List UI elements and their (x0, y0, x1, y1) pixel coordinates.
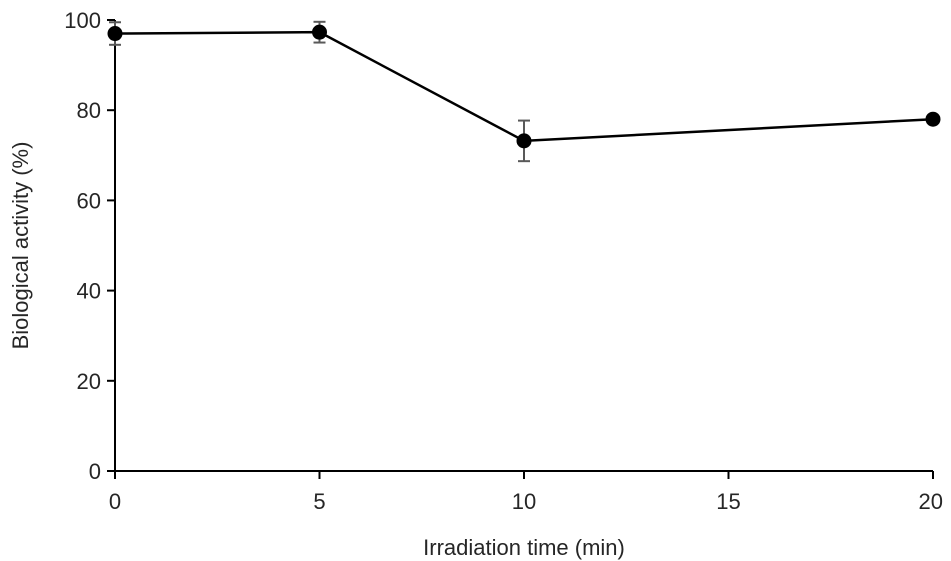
data-point (107, 26, 123, 42)
x-ticks: 0 5 10 15 20 (109, 471, 943, 514)
y-tick-label: 0 (89, 459, 101, 484)
series-line (114, 30, 934, 143)
y-ticks: 0 20 40 60 80 100 (64, 8, 115, 484)
y-tick-label: 60 (77, 188, 101, 213)
axes (114, 20, 933, 472)
x-tick-label: 5 (313, 489, 325, 514)
x-tick-label: 10 (512, 489, 536, 514)
x-tick-label: 15 (716, 489, 740, 514)
y-axis-title: Biological activity (%) (8, 142, 33, 350)
data-series (107, 20, 941, 163)
y-tick-label: 80 (77, 98, 101, 123)
y-tick-label: 20 (77, 369, 101, 394)
x-axis-title: Irradiation time (min) (423, 535, 625, 560)
data-point (312, 24, 327, 40)
y-tick-label: 100 (64, 8, 101, 33)
data-point (925, 111, 941, 127)
y-tick-label: 40 (77, 279, 101, 304)
x-tick-label: 20 (919, 489, 943, 514)
data-point (516, 133, 532, 149)
x-tick-label: 0 (109, 489, 121, 514)
